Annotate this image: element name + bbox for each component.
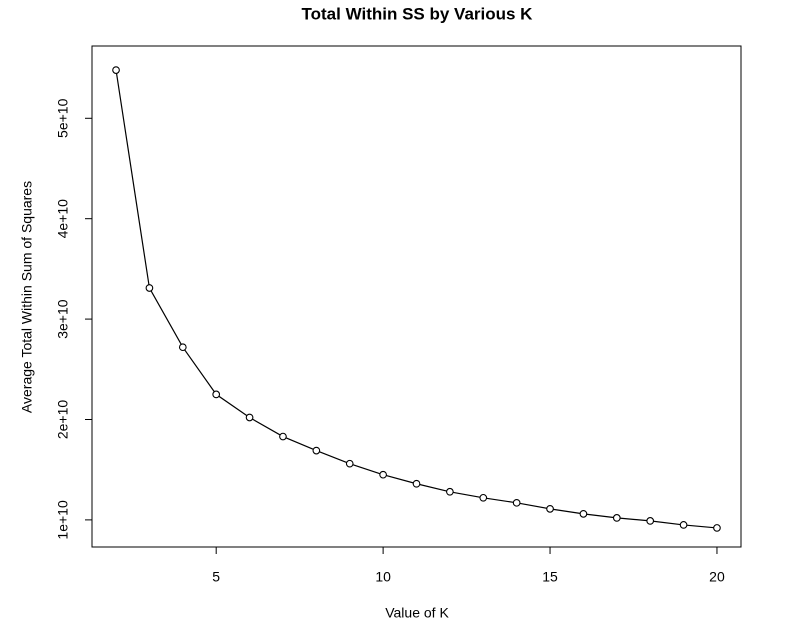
point <box>145 284 154 292</box>
point <box>546 504 554 513</box>
point <box>379 470 387 479</box>
point <box>446 487 454 496</box>
point <box>178 343 187 352</box>
plot-frame <box>91 45 742 548</box>
x-tick-label: 10 <box>375 569 391 585</box>
point <box>579 510 588 518</box>
point <box>646 517 655 525</box>
point <box>479 493 488 502</box>
point <box>412 479 421 488</box>
point <box>612 514 621 522</box>
x-tick-label: 15 <box>542 569 558 585</box>
x-axis-label: Value of K <box>385 605 449 621</box>
y-axis-label: Average Total Within Sum of Squares <box>19 181 35 413</box>
point <box>312 446 321 455</box>
x-tick-label: 5 <box>212 569 220 585</box>
point <box>279 432 287 441</box>
point <box>679 521 688 529</box>
y-tick-label: 5e+10 <box>55 98 71 138</box>
y-tick-label: 3e+10 <box>55 299 71 339</box>
y-tick-label: 4e+10 <box>55 199 71 239</box>
point <box>112 66 120 74</box>
chart-title: Total Within SS by Various K <box>302 4 534 23</box>
y-tick-label: 2e+10 <box>55 400 71 440</box>
point <box>713 524 721 532</box>
x-tick-label: 20 <box>709 569 725 585</box>
y-tick-label: 1e+10 <box>55 500 71 540</box>
point <box>345 459 354 468</box>
point <box>212 390 221 399</box>
point <box>245 413 254 422</box>
point <box>512 498 521 507</box>
